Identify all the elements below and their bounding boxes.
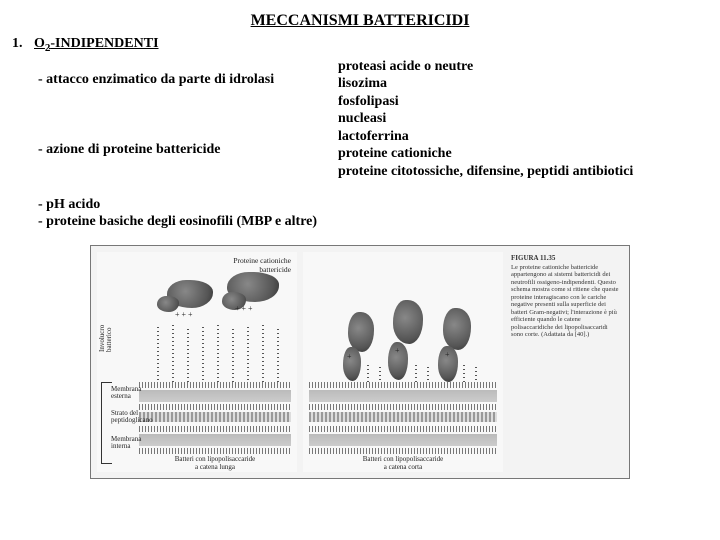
- section-row: 1. O2-INDIPENDENTI: [12, 36, 708, 54]
- plus-icon: +: [445, 350, 450, 359]
- figure-panel-right: + + + Batteri con lipopolisaccaride a ca…: [303, 252, 503, 472]
- plus-icon: +: [347, 352, 352, 361]
- subtitle-suffix: -INDIPENDENTI: [50, 36, 158, 51]
- bottom-item-1: - pH acido: [38, 196, 708, 214]
- side-title: Involucro batterico: [99, 316, 114, 352]
- figure-side-caption: FIGURA 11.35 Le proteine cationiche batt…: [509, 252, 623, 472]
- figure-wrapper: Proteine cationiche battericide + + + + …: [90, 245, 630, 479]
- right-item-1: lisozima: [338, 75, 633, 93]
- right-item-6: proteine citotossiche, difensine, peptid…: [338, 163, 633, 181]
- label-outer-membrane: Membrana esterna: [111, 386, 139, 401]
- caption-left: Batteri con lipopolisaccaride a catena l…: [139, 455, 291, 471]
- figure-number: FIGURA 11.35: [511, 254, 621, 262]
- right-item-4: lactoferrina: [338, 128, 633, 146]
- membrane-line: [139, 382, 291, 388]
- protein-blob: [343, 347, 361, 381]
- two-column-block: - attacco enzimatico da parte di idrolas…: [38, 58, 708, 194]
- figure-description: Le proteine cationiche battericide appar…: [511, 264, 621, 339]
- plus-icon: + + +: [175, 310, 193, 319]
- figure-frame: Proteine cationiche battericide + + + + …: [90, 245, 630, 479]
- caption-right-1: Batteri con lipopolisaccaride: [363, 455, 443, 463]
- membrane-line: [309, 448, 497, 454]
- peptidoglycan: [309, 412, 497, 422]
- membrane-line: [309, 404, 497, 410]
- protein-blob: [393, 300, 423, 344]
- membrane-line: [309, 382, 497, 388]
- lps-chain: [187, 326, 189, 382]
- label-peptidoglycan: Strato del peptidoglicano: [111, 410, 139, 425]
- caption-right-2: a catena corta: [384, 463, 422, 471]
- subtitle-prefix: O: [34, 36, 45, 51]
- right-column: proteasi acide o neutre lisozima fosfoli…: [338, 58, 633, 194]
- lps-chain: [202, 324, 204, 382]
- peptidoglycan: [139, 412, 291, 422]
- label-inner-membrane: Membrana interna: [111, 436, 139, 451]
- protein-blob: [443, 308, 471, 350]
- lps-chain-short: [463, 362, 465, 382]
- lps-chain-short: [427, 364, 429, 382]
- list-number: 1.: [12, 36, 34, 52]
- lps-chain: [232, 326, 234, 382]
- lps-chain-short: [379, 364, 381, 382]
- figure-panel-left: Proteine cationiche battericide + + + + …: [97, 252, 297, 472]
- main-title: MECCANISMI BATTERICIDI: [12, 12, 708, 30]
- right-item-0: proteasi acide o neutre: [338, 58, 633, 76]
- lps-chain-short: [475, 364, 477, 382]
- lps-chain: [157, 324, 159, 382]
- lps-chain: [217, 322, 219, 382]
- lps-chain: [262, 322, 264, 382]
- caption-left-2: a catena lunga: [195, 463, 235, 471]
- right-item-3: nucleasi: [338, 110, 633, 128]
- left-item-1: - attacco enzimatico da parte di idrolas…: [38, 72, 338, 88]
- lps-chain: [277, 326, 279, 382]
- inner-membrane: [139, 434, 291, 446]
- membrane-line: [309, 426, 497, 432]
- protein-blob: [348, 312, 374, 352]
- caption-right: Batteri con lipopolisaccaride a catena c…: [309, 455, 497, 471]
- membrane-line: [139, 404, 291, 410]
- inner-membrane: [309, 434, 497, 446]
- bottom-list: - pH acido - proteine basiche degli eosi…: [38, 196, 708, 231]
- lps-chain-short: [367, 362, 369, 382]
- section-subtitle: O2-INDIPENDENTI: [34, 36, 159, 54]
- membrane-line: [139, 426, 291, 432]
- membrane-line: [139, 448, 291, 454]
- lps-chain-short: [415, 362, 417, 382]
- lps-chain: [172, 322, 174, 382]
- left-item-2: - azione di proteine battericide: [38, 142, 338, 158]
- plus-icon: +: [395, 346, 400, 355]
- plus-icon: + + +: [235, 304, 253, 313]
- bottom-item-2: - proteine basiche degli eosinofili (MBP…: [38, 213, 708, 231]
- outer-membrane: [309, 390, 497, 402]
- left-column: - attacco enzimatico da parte di idrolas…: [38, 58, 338, 194]
- right-item-2: fosfolipasi: [338, 93, 633, 111]
- outer-membrane: [139, 390, 291, 402]
- right-item-5: proteine cationiche: [338, 145, 633, 163]
- caption-left-1: Batteri con lipopolisaccaride: [175, 455, 255, 463]
- lps-chain: [247, 324, 249, 382]
